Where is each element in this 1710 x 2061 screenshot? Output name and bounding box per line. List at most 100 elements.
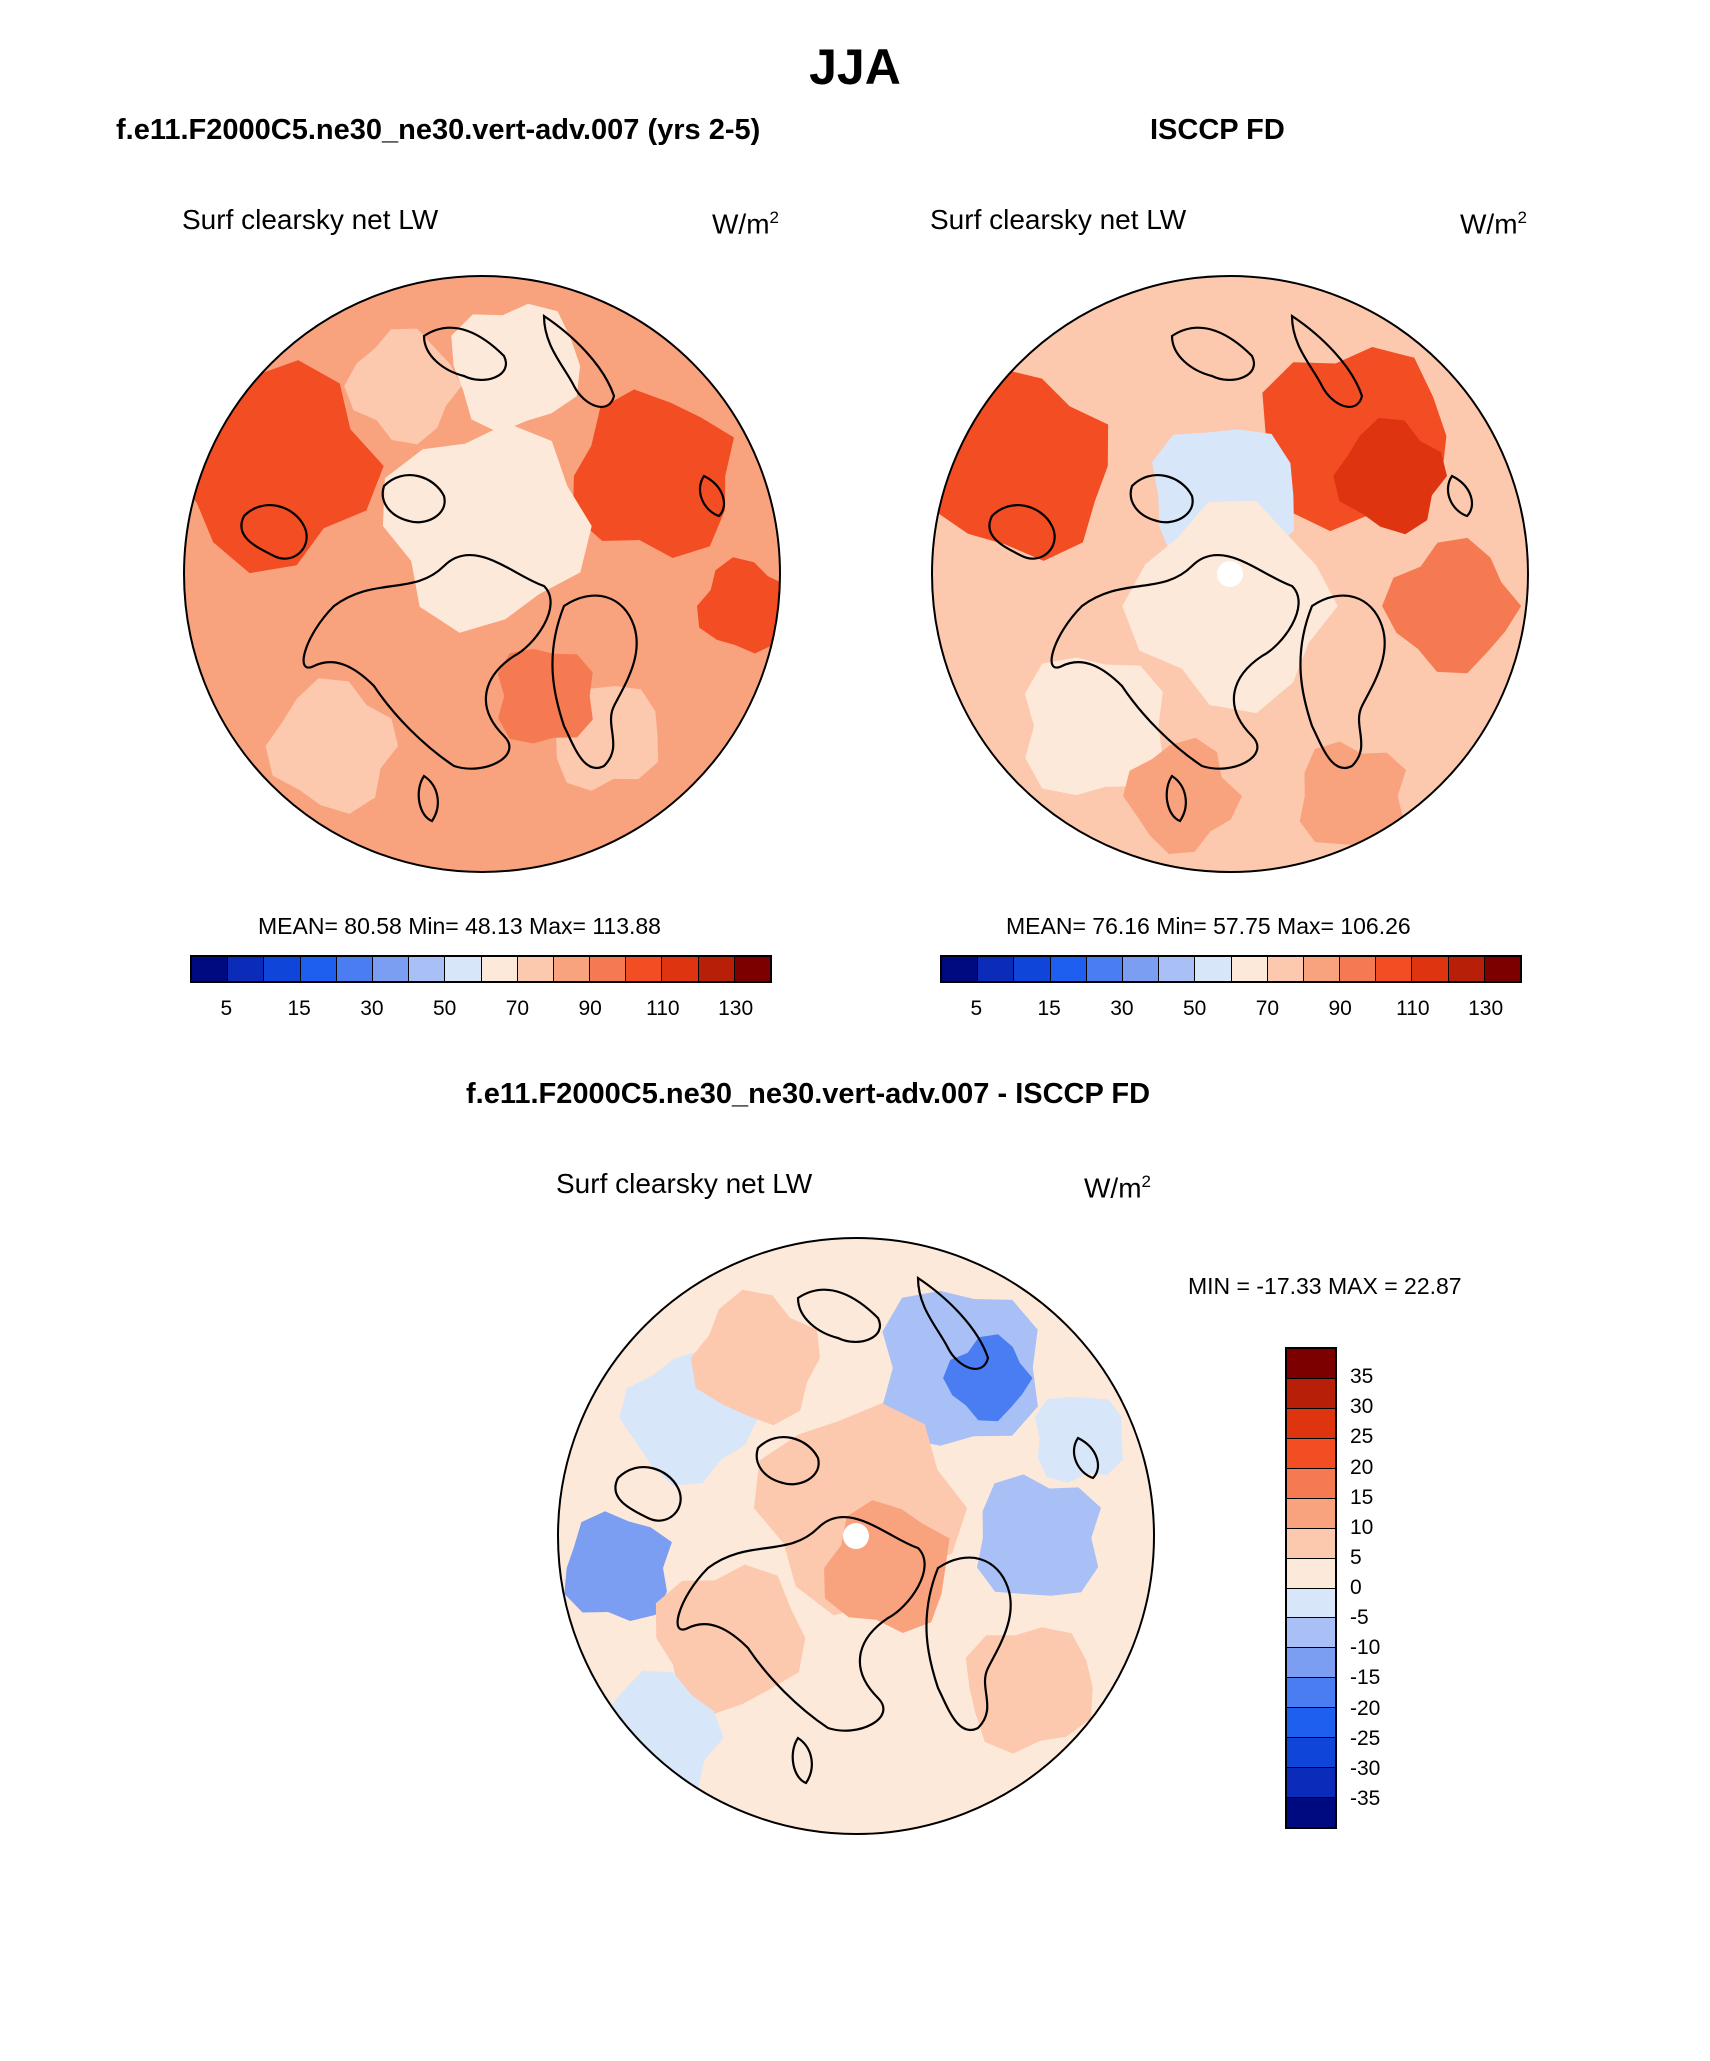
colorbar-swatch — [626, 957, 663, 981]
panel-obs-units: W/m2 — [1460, 208, 1527, 240]
colorbar-tick-label: -5 — [1350, 1606, 1369, 1630]
coastline — [698, 474, 726, 518]
coastline — [916, 1275, 990, 1370]
colorbar-tick-label: 30 — [360, 997, 384, 1020]
polar-map-obs — [931, 275, 1529, 873]
contour-region — [965, 1627, 1093, 1754]
colorbar-tick-label: 15 — [287, 997, 311, 1020]
polar-map-model — [183, 275, 781, 873]
contour-region — [1123, 737, 1242, 854]
colorbar-swatch — [192, 957, 229, 981]
colorbar-swatch — [264, 957, 301, 981]
coastline — [1050, 553, 1300, 770]
colorbar-swatch — [1122, 957, 1160, 981]
colorbar-swatch — [1231, 957, 1268, 981]
polar-map-diff — [557, 1237, 1155, 1835]
colorbar-swatch — [1014, 957, 1051, 981]
panel-model-variable: Surf clearsky net LW — [182, 204, 439, 235]
contour-region — [697, 557, 780, 654]
coastline — [417, 774, 439, 823]
colorbar-tick-label: -30 — [1350, 1756, 1381, 1780]
contour-region — [1382, 537, 1522, 674]
colorbar-swatch — [1287, 1558, 1335, 1589]
colorbar-swatch — [517, 957, 554, 981]
colorbar-tick-label: 90 — [1328, 997, 1352, 1020]
colorbar-tick-label: 5 — [1350, 1545, 1362, 1569]
contour-region — [943, 1334, 1033, 1422]
colorbar-swatch — [1287, 1738, 1335, 1769]
polar-hole — [843, 1523, 869, 1549]
colorbar-swatch — [1287, 1438, 1335, 1469]
colorbar-swatch — [481, 957, 518, 981]
colorbar-swatch — [1195, 957, 1232, 981]
coastline — [1290, 313, 1364, 408]
coastline — [676, 1515, 926, 1732]
colorbar-swatch — [1267, 957, 1304, 981]
coastline — [1446, 474, 1474, 518]
colorbar-swatch — [1287, 1588, 1335, 1619]
colorbar-swatch — [734, 957, 770, 981]
map-boundary — [557, 1237, 1155, 1835]
coastline — [925, 1556, 1012, 1732]
colorbar-diff — [1285, 1347, 1337, 1829]
coastline — [551, 594, 638, 770]
colorbar-tick-label: 50 — [432, 997, 457, 1020]
colorbar-diff-labels: 35 30 25 20 15 10 5 0 -5 -10 -15 -20 -25 -30 -35 — [1350, 1347, 1410, 1829]
colorbar-swatch — [228, 957, 265, 981]
map-boundary — [183, 275, 781, 873]
colorbar-tick-label: 130 — [718, 997, 754, 1020]
colorbar-swatch — [1287, 1798, 1335, 1827]
colorbar-swatch — [1287, 1468, 1335, 1499]
colorbar-swatch — [1287, 1618, 1335, 1649]
colorbar-tick-label: -10 — [1350, 1636, 1381, 1660]
coastline — [1165, 774, 1187, 823]
colorbar-tick-label: 20 — [1350, 1455, 1374, 1479]
coastline — [1129, 474, 1194, 524]
panel-model-units: W/m2 — [712, 208, 779, 240]
figure-title: JJA — [809, 39, 901, 95]
colorbar-swatch — [1412, 957, 1449, 981]
colorbar-model — [190, 955, 772, 983]
panel-model-stats: MEAN= 80.58 Min= 48.13 Max= 113.88 — [258, 913, 661, 939]
colorbar-tick-label: 70 — [1255, 997, 1280, 1020]
colorbar-obs-labels: 5 15 30 50 70 90 110 130 — [940, 997, 1522, 1027]
colorbar-tick-label: 50 — [1182, 997, 1207, 1020]
colorbar-swatch — [1287, 1768, 1335, 1799]
panel-diff-units: W/m2 — [1084, 1172, 1151, 1204]
coastline — [381, 474, 446, 524]
contour-region — [564, 1511, 672, 1621]
contour-region — [265, 678, 399, 814]
coastline — [755, 1436, 820, 1486]
colorbar-tick-label: 5 — [220, 997, 233, 1020]
contour-region — [655, 1564, 806, 1716]
coastline — [302, 553, 552, 770]
contour-region — [1024, 657, 1163, 796]
panel-obs-stats: MEAN= 76.16 Min= 57.75 Max= 106.26 — [1006, 913, 1411, 939]
colorbar-swatch — [1086, 957, 1123, 981]
coastline — [988, 504, 1056, 560]
colorbar-tick-label: 70 — [505, 997, 530, 1020]
colorbar-swatch — [1287, 1349, 1335, 1379]
contour-region — [382, 423, 592, 633]
colorbar-tick-label: 30 — [1350, 1395, 1374, 1419]
coastline — [1299, 594, 1386, 770]
panel-diff-stats: MIN = -17.33 MAX = 22.87 — [1188, 1273, 1462, 1299]
colorbar-swatch — [445, 957, 482, 981]
colorbar-swatch — [1287, 1678, 1335, 1709]
colorbar-tick-label: -15 — [1350, 1666, 1381, 1690]
colorbar-swatch — [590, 957, 627, 981]
colorbar-tick-label: 30 — [1110, 997, 1134, 1020]
contour-region — [690, 1289, 820, 1426]
panel-model-title: f.e11.F2000C5.ne30_ne30.vert-adv.007 (yr… — [116, 114, 761, 146]
coastline — [791, 1736, 813, 1785]
panel-diff-variable: Surf clearsky net LW — [556, 1168, 813, 1199]
colorbar-tick-label: 90 — [578, 997, 602, 1020]
colorbar-swatch — [1287, 1648, 1335, 1679]
coastline — [1072, 1436, 1100, 1480]
colorbar-swatch — [336, 957, 373, 981]
colorbar-model-labels: 5 15 30 50 70 90 110 130 — [190, 997, 772, 1027]
colorbar-swatch — [1159, 957, 1196, 981]
colorbar-swatch — [698, 957, 735, 981]
coastline — [1170, 326, 1256, 381]
colorbar-tick-label: -25 — [1350, 1726, 1381, 1750]
